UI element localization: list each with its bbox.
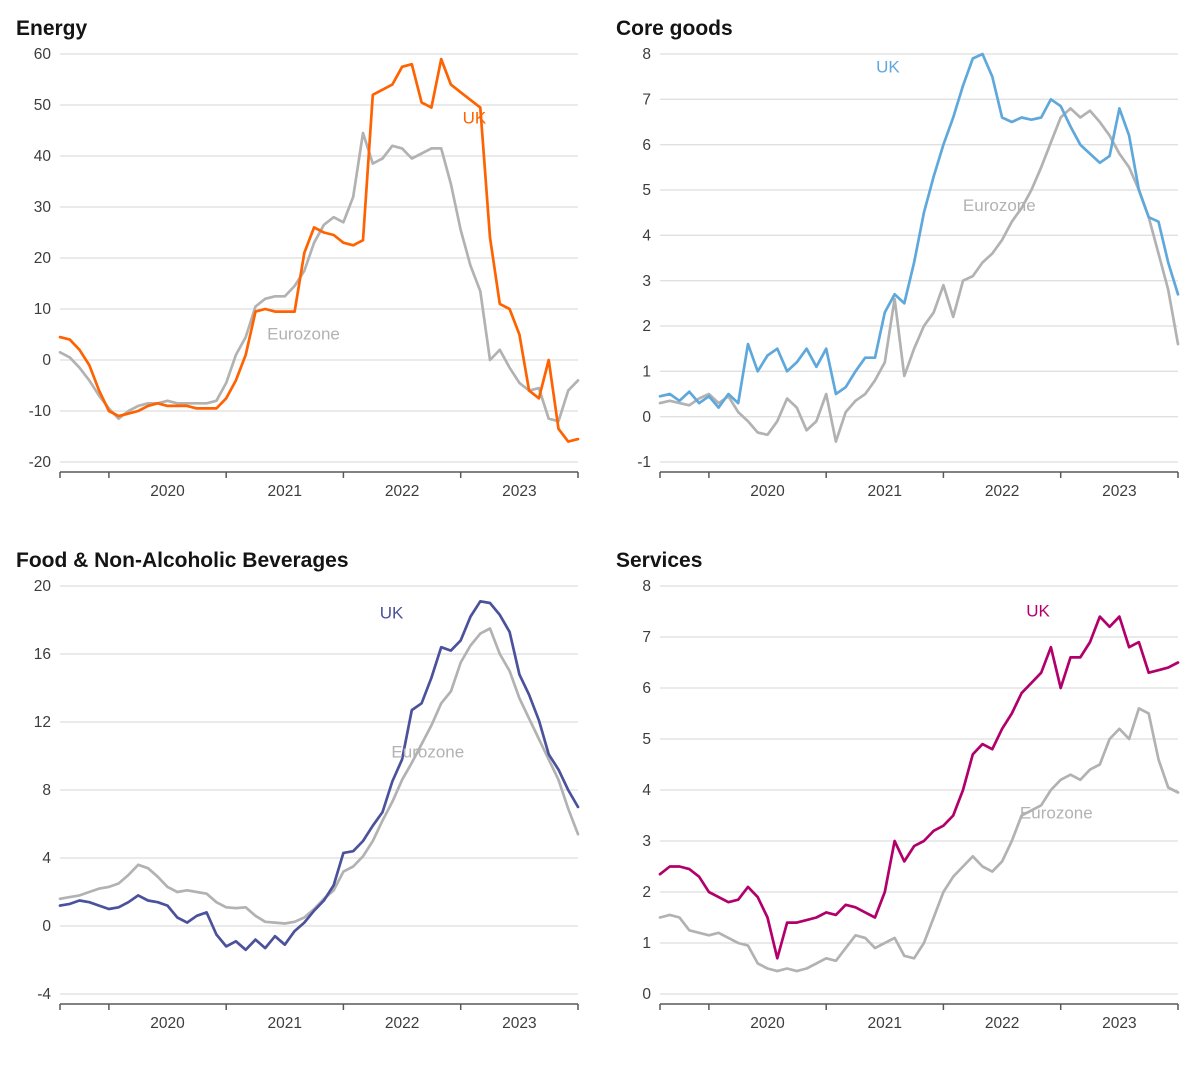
uk-series-label: UK [380,604,404,623]
y-tick-label: 4 [642,782,651,799]
eurozone-line [58,627,580,925]
y-tick-label: 0 [42,918,51,935]
uk-series-label: UK [463,108,487,127]
core-goods-svg: -1 0 1 2 3 4 5 6 7 8 2020 2021 2022 2023 UK Eurozone [637,46,1180,500]
eurozone-series-label: Eurozone [963,196,1036,215]
x-tick-label: 2020 [750,1015,785,1032]
core-goods-chart-title: Core goods [616,17,733,40]
y-tick-label: 12 [34,714,51,731]
services-svg: 0 1 2 3 4 5 6 7 8 2020 2021 2022 2023 UK Eurozone [642,578,1180,1032]
x-tick-label: 2023 [1102,483,1136,500]
core-goods-chart: -1 0 1 2 3 4 5 6 7 8 2020 2021 2022 2023 UK Eurozone [614,44,1190,508]
y-tick-label: 1 [642,364,651,381]
y-tick-label: 10 [34,301,52,318]
y-tick-label: 3 [642,273,651,290]
x-tick-label: 2021 [268,483,302,500]
y-tick-label: -4 [37,986,51,1003]
x-tick-label: 2020 [150,483,185,500]
y-tick-label: 5 [642,731,651,748]
eurozone-series-label: Eurozone [267,325,340,344]
food-beverages-chart: -4 0 4 8 12 16 20 2020 2021 2022 2023 UK Eurozone [14,576,590,1040]
y-tick-label: 3 [642,833,651,850]
core-goods-panel: Core goods -1 0 1 2 3 4 5 6 7 8 2020 2021 2022 2023 UK… [600,0,1200,532]
y-tick-label: 40 [34,148,52,165]
services-chart: 0 1 2 3 4 5 6 7 8 2020 2021 2022 2023 UK Eurozone [614,576,1190,1040]
y-tick-label: 50 [34,97,52,114]
x-tick-label: 2023 [1102,1015,1136,1032]
eurozone-line [658,707,1180,973]
y-tick-label: -10 [29,403,52,420]
y-tick-label: 4 [42,850,51,867]
eurozone-line [658,107,1180,443]
y-tick-label: 1 [642,935,651,952]
x-tick-label: 2023 [502,1015,536,1032]
eurozone-series-label: Eurozone [391,742,464,761]
food-beverages-chart-title: Food & Non-Alcoholic Beverages [16,549,349,572]
uk-line [58,57,580,443]
x-tick-label: 2021 [268,1015,302,1032]
y-tick-label: 7 [642,92,651,109]
y-tick-label: 2 [642,318,651,335]
eurozone-series-label: Eurozone [1020,804,1093,823]
y-tick-label: 30 [34,199,52,216]
services-chart-title: Services [616,549,703,572]
uk-line [58,599,580,952]
x-tick-label: 2022 [385,1015,419,1032]
x-tick-label: 2023 [502,483,536,500]
y-tick-label: 6 [642,137,651,154]
y-tick-label: 0 [642,409,651,426]
y-tick-label: -20 [29,454,52,471]
x-tick-label: 2021 [868,483,902,500]
y-tick-label: 8 [42,782,51,799]
y-tick-label: 5 [642,182,651,199]
eurozone-line [58,131,580,423]
y-tick-label: 0 [42,352,51,369]
x-tick-label: 2022 [985,483,1019,500]
y-tick-label: 20 [34,578,52,595]
y-tick-label: 4 [642,228,651,245]
energy-chart: -20 -10 0 10 20 30 40 50 60 2020 2021 2022 2023 UK Eur… [14,44,590,508]
y-tick-label: 7 [642,629,651,646]
x-tick-label: 2020 [150,1015,185,1032]
uk-series-label: UK [876,57,900,76]
x-tick-label: 2021 [868,1015,902,1032]
uk-line [658,52,1180,409]
services-panel: Services 0 1 2 3 4 5 6 7 8 2020 2021 2022 2023 UK Euro… [600,532,1200,1065]
x-tick-label: 2022 [385,483,419,500]
y-tick-label: -1 [637,454,651,471]
y-tick-label: 2 [642,884,651,901]
energy-panel: Energy -20 -10 0 10 20 30 40 50 60 2020 2021 2022 20… [0,0,600,532]
uk-line [658,615,1180,960]
y-tick-label: 16 [34,646,51,663]
energy-svg: -20 -10 0 10 20 30 40 50 60 2020 2021 2022 2023 UK Eur… [29,46,580,500]
y-tick-label: 0 [642,986,651,1003]
energy-chart-title: Energy [16,17,88,40]
y-tick-label: 8 [642,46,651,63]
x-tick-label: 2020 [750,483,785,500]
y-tick-label: 8 [642,578,651,595]
x-tick-label: 2022 [985,1015,1019,1032]
food-beverages-panel: Food & Non-Alcoholic Beverages -4 0 4 8 12 16… [0,532,600,1065]
y-tick-label: 60 [34,46,52,63]
uk-series-label: UK [1026,602,1050,621]
y-tick-label: 20 [34,250,52,267]
y-tick-label: 6 [642,680,651,697]
